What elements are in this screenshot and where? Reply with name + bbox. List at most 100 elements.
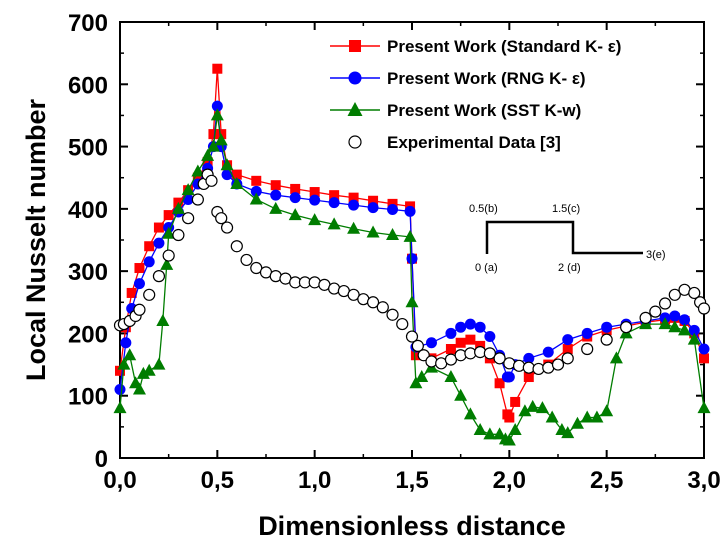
data-point xyxy=(580,410,594,423)
data-point xyxy=(328,197,340,209)
data-point xyxy=(347,221,361,234)
data-point xyxy=(494,378,505,389)
legend-item-sst: Present Work (SST K-w) xyxy=(330,101,581,120)
data-point xyxy=(687,332,701,345)
data-point xyxy=(518,404,532,417)
data-point xyxy=(600,333,613,346)
data-point xyxy=(240,253,253,267)
data-point xyxy=(366,296,380,309)
series-3 xyxy=(113,168,711,376)
geometry-inset: 0.5(b) 1.5(c) 0 (a) 2 (d) 3(e) xyxy=(469,203,666,274)
data-point xyxy=(329,190,340,201)
legend-label-sst: Present Work (SST K-w) xyxy=(387,101,581,120)
legend-marker-square xyxy=(349,40,361,52)
data-point xyxy=(201,148,215,161)
y-tick-label: 100 xyxy=(68,384,108,411)
data-point xyxy=(410,350,421,361)
data-point xyxy=(309,187,320,198)
data-point xyxy=(309,194,321,206)
data-point xyxy=(512,359,526,372)
legend-item-rng: Present Work (RNG K- ε) xyxy=(330,69,586,88)
inset-label-c: 1.5(c) xyxy=(552,203,580,215)
data-point xyxy=(639,311,652,324)
data-point xyxy=(163,210,174,221)
y-tick-label: 700 xyxy=(68,10,108,37)
data-point xyxy=(162,226,176,239)
legend: Present Work (Standard K- ε) Present Wor… xyxy=(330,37,621,152)
data-point xyxy=(202,157,213,168)
data-point xyxy=(120,337,132,349)
data-point xyxy=(493,427,507,440)
data-point xyxy=(562,334,574,346)
x-tick-label: 2,5 xyxy=(590,467,623,494)
x-tick-label: 0,5 xyxy=(201,467,234,494)
y-tick-label: 0 xyxy=(95,446,108,473)
y-tick-label: 300 xyxy=(68,259,108,286)
y-axis-title: Local Nusselt number xyxy=(21,98,51,381)
data-point xyxy=(454,388,468,401)
data-point xyxy=(697,401,711,414)
data-point xyxy=(425,337,437,349)
data-point xyxy=(561,426,575,439)
data-point xyxy=(308,213,322,226)
data-point xyxy=(269,201,283,214)
data-point xyxy=(220,221,234,234)
data-point xyxy=(211,100,223,112)
data-point xyxy=(208,129,219,140)
data-point xyxy=(132,382,146,395)
data-point xyxy=(162,249,175,262)
data-point xyxy=(191,193,204,206)
data-point xyxy=(455,321,467,333)
data-point xyxy=(475,340,486,351)
data-point xyxy=(367,202,379,214)
data-point xyxy=(220,158,234,171)
data-point xyxy=(535,401,549,414)
y-tick-label: 600 xyxy=(68,72,108,99)
data-point xyxy=(688,286,701,300)
data-point xyxy=(182,212,195,225)
data-point xyxy=(152,357,166,370)
x-tick-label: 1,0 xyxy=(298,467,331,494)
data-point xyxy=(454,349,467,362)
data-point xyxy=(123,348,137,361)
data-point xyxy=(668,288,681,301)
data-point xyxy=(152,270,166,283)
data-point xyxy=(688,324,700,336)
inset-label-d: 2 (d) xyxy=(558,262,581,274)
data-point xyxy=(405,330,419,343)
data-point xyxy=(142,363,156,376)
data-point xyxy=(156,313,170,326)
data-point xyxy=(445,344,456,354)
data-point xyxy=(251,175,262,186)
data-point xyxy=(191,164,205,177)
data-point xyxy=(136,366,150,379)
data-point xyxy=(143,288,156,301)
x-tick-label: 3,0 xyxy=(687,467,720,494)
data-point xyxy=(143,256,155,268)
data-point xyxy=(387,198,398,209)
data-point xyxy=(523,352,535,364)
series-2 xyxy=(113,108,711,446)
data-point xyxy=(409,376,423,389)
legend-marker-triangle xyxy=(347,102,363,116)
inset-label-a: 0 (a) xyxy=(475,262,498,274)
data-point xyxy=(415,370,429,383)
legend-label-standard: Present Work (Standard K- ε) xyxy=(387,37,621,56)
data-point xyxy=(153,222,164,233)
x-tick-label: 2,0 xyxy=(493,467,526,494)
data-point xyxy=(221,169,233,181)
data-point xyxy=(368,195,379,206)
legend-label-rng: Present Work (RNG K- ε) xyxy=(387,69,586,88)
data-point xyxy=(214,133,228,146)
data-point xyxy=(396,317,409,331)
data-point xyxy=(658,317,672,330)
data-point xyxy=(366,225,380,238)
data-point xyxy=(376,301,389,314)
data-point xyxy=(386,308,399,321)
data-point xyxy=(483,347,496,360)
data-point xyxy=(249,192,263,205)
data-point xyxy=(231,169,242,180)
data-point xyxy=(153,237,165,249)
data-point xyxy=(697,302,711,315)
legend-item-standard: Present Work (Standard K- ε) xyxy=(330,37,621,56)
